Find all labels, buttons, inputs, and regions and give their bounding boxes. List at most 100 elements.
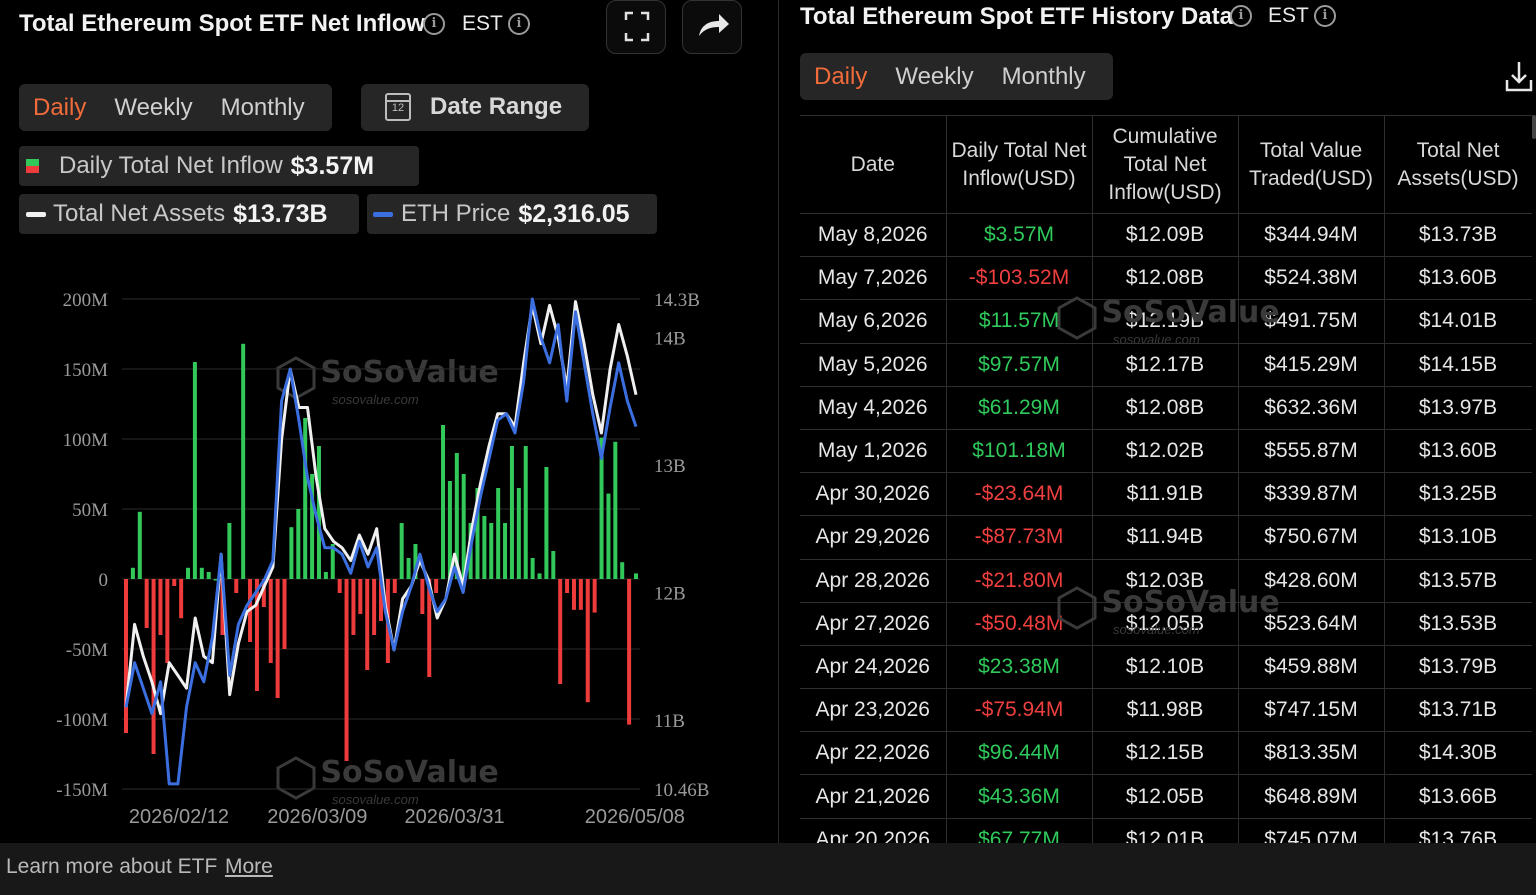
inflow-bar <box>158 579 163 635</box>
inflow-bar <box>620 562 625 579</box>
inflow-bar <box>303 418 308 579</box>
inflow-bar <box>516 488 521 579</box>
inflow-bar <box>124 579 128 733</box>
tab-daily[interactable]: Daily <box>33 93 87 121</box>
date-range-label: Date Range <box>430 93 563 120</box>
table-scrollbar[interactable] <box>1532 115 1536 139</box>
inflow-bar <box>544 467 549 579</box>
inflow-bar <box>172 579 177 586</box>
legend-price-value: $2,316.05 <box>518 199 630 228</box>
col-cumulative-inflow[interactable]: Cumulative Total Net Inflow(USD) <box>1092 115 1239 214</box>
cell-cumulative-inflow: $12.15B <box>1092 731 1239 775</box>
cell-date: May 7,2026 <box>800 256 947 300</box>
cell-cumulative-inflow: $11.94B <box>1092 515 1239 559</box>
inflow-bar <box>475 488 480 579</box>
inflow-bar <box>392 579 397 593</box>
tab-weekly[interactable]: Weekly <box>895 62 974 90</box>
table-row[interactable]: Apr 23,2026 -$75.94M $11.98B $747.15M $13.71… <box>800 688 1532 732</box>
date-range-button[interactable]: 12 Date Range <box>361 84 589 131</box>
inflow-bar <box>379 579 383 621</box>
inflow-bar <box>337 579 342 593</box>
cell-daily-inflow: -$21.80M <box>946 558 1093 603</box>
y-right-tick-label: 14B <box>654 328 686 349</box>
col-date[interactable]: Date <box>800 115 947 214</box>
table-row[interactable]: Apr 28,2026 -$21.80M $12.03B $428.60M $13.57… <box>800 558 1532 603</box>
cell-cumulative-inflow: $12.08B <box>1092 385 1239 430</box>
cell-cumulative-inflow: $12.17B <box>1092 342 1239 387</box>
legend-net-assets[interactable]: Total Net Assets $13.73B <box>19 194 359 234</box>
legend-price-label: ETH Price <box>401 200 511 227</box>
inflow-bar <box>330 544 335 579</box>
inflow-bar <box>558 579 563 684</box>
cell-daily-inflow: -$50.48M <box>946 601 1093 646</box>
inflow-bar <box>489 523 494 579</box>
timezone-label: EST <box>462 12 503 35</box>
net-inflow-chart[interactable]: 200M 150M 100M 50M 0 -50M -100M -150M 14.3B 14B 13… <box>0 270 778 840</box>
inflow-bar <box>227 523 232 579</box>
assets-legend-swatch-icon <box>26 212 46 217</box>
cell-value-traded: $344.94M <box>1238 212 1385 257</box>
fullscreen-button[interactable] <box>606 0 666 54</box>
inflow-bar <box>192 362 197 579</box>
col-net-assets[interactable]: Total Net Assets(USD) <box>1384 115 1532 214</box>
tab-daily[interactable]: Daily <box>814 62 868 90</box>
y-left-tick-label: 50M <box>72 500 108 521</box>
cell-cumulative-inflow: $12.03B <box>1092 558 1239 603</box>
table-row[interactable]: May 7,2026 -$103.52M $12.08B $524.38M $13.60… <box>800 256 1532 300</box>
inflow-bar <box>420 579 425 614</box>
cell-value-traded: $648.89M <box>1238 774 1385 819</box>
tab-monthly[interactable]: Monthly <box>220 93 305 121</box>
download-icon[interactable] <box>1504 60 1534 92</box>
legend-net-inflow[interactable]: Daily Total Net Inflow $3.57M <box>19 146 419 186</box>
table-row[interactable]: Apr 21,2026 $43.36M $12.05B $648.89M $13.66B <box>800 774 1532 819</box>
inflow-bar <box>599 437 604 579</box>
table-interval-tabs: Daily Weekly Monthly <box>800 53 1113 100</box>
inflow-bar <box>565 579 570 593</box>
cell-daily-inflow: $3.57M <box>946 212 1093 257</box>
y-left-tick-label: 150M <box>63 360 109 381</box>
inflow-bar <box>206 572 211 579</box>
table-row[interactable]: Apr 22,2026 $96.44M $12.15B $813.35M $14.30B <box>800 731 1532 775</box>
cell-value-traded: $523.64M <box>1238 601 1385 646</box>
inflow-bar <box>323 572 328 579</box>
table-row[interactable]: May 6,2026 $11.57M $12.19B $491.75M $14.01B <box>800 299 1532 344</box>
table-row[interactable]: Apr 20,2026 $67.77M $12.01B $745.07M $13.76B <box>800 817 1532 843</box>
cell-net-assets: $13.71B <box>1384 688 1532 732</box>
table-row[interactable]: Apr 29,2026 -$87.73M $11.94B $750.67M $13.10… <box>800 515 1532 559</box>
more-link[interactable]: More <box>225 855 273 878</box>
table-row[interactable]: Apr 24,2026 $23.38M $12.10B $459.88M $13.79B <box>800 644 1532 689</box>
cell-cumulative-inflow: $12.05B <box>1092 601 1239 646</box>
col-value-traded[interactable]: Total Value Traded(USD) <box>1238 115 1385 214</box>
share-button[interactable] <box>682 0 742 54</box>
inflow-bar <box>447 481 452 579</box>
inflow-bar <box>199 567 204 579</box>
inflow-bar <box>254 579 259 691</box>
cell-net-assets: $13.76B <box>1384 817 1532 843</box>
cell-net-assets: $13.66B <box>1384 774 1532 819</box>
table-row[interactable]: May 4,2026 $61.29M $12.08B $632.36M $13.97B <box>800 385 1532 430</box>
tab-monthly[interactable]: Monthly <box>1001 62 1086 90</box>
net-inflow-panel: Total Ethereum Spot ETF Net Inflow i EST… <box>0 0 778 843</box>
timezone-info-icon[interactable]: i <box>508 13 530 35</box>
info-icon[interactable]: i <box>423 13 445 35</box>
inflow-bar <box>551 551 556 579</box>
table-row[interactable]: May 1,2026 $101.18M $12.02B $555.87M $13.60B <box>800 428 1532 473</box>
cell-date: Apr 23,2026 <box>800 688 947 732</box>
cell-daily-inflow: $97.57M <box>946 342 1093 387</box>
inflow-bar <box>144 579 149 628</box>
table-row[interactable]: May 5,2026 $97.57M $12.17B $415.29M $14.15B <box>800 342 1532 387</box>
col-daily-inflow[interactable]: Daily Total Net Inflow(USD) <box>946 115 1093 214</box>
cell-daily-inflow: $101.18M <box>946 428 1093 473</box>
info-icon[interactable]: i <box>1230 5 1252 27</box>
table-row[interactable]: Apr 27,2026 -$50.48M $12.05B $523.64M $13.53… <box>800 601 1532 646</box>
legend-eth-price[interactable]: ETH Price $2,316.05 <box>367 194 657 234</box>
cell-date: Apr 29,2026 <box>800 515 947 559</box>
calendar-icon: 12 <box>385 93 411 121</box>
table-row[interactable]: May 8,2026 $3.57M $12.09B $344.94M $13.73B <box>800 212 1532 257</box>
x-tick-label: 2026/02/12 <box>129 806 229 828</box>
cell-value-traded: $459.88M <box>1238 644 1385 689</box>
timezone-info-icon[interactable]: i <box>1314 5 1336 27</box>
table-row[interactable]: Apr 30,2026 -$23.64M $11.91B $339.87M $13.25… <box>800 472 1532 516</box>
cell-cumulative-inflow: $12.05B <box>1092 774 1239 819</box>
tab-weekly[interactable]: Weekly <box>114 93 193 121</box>
